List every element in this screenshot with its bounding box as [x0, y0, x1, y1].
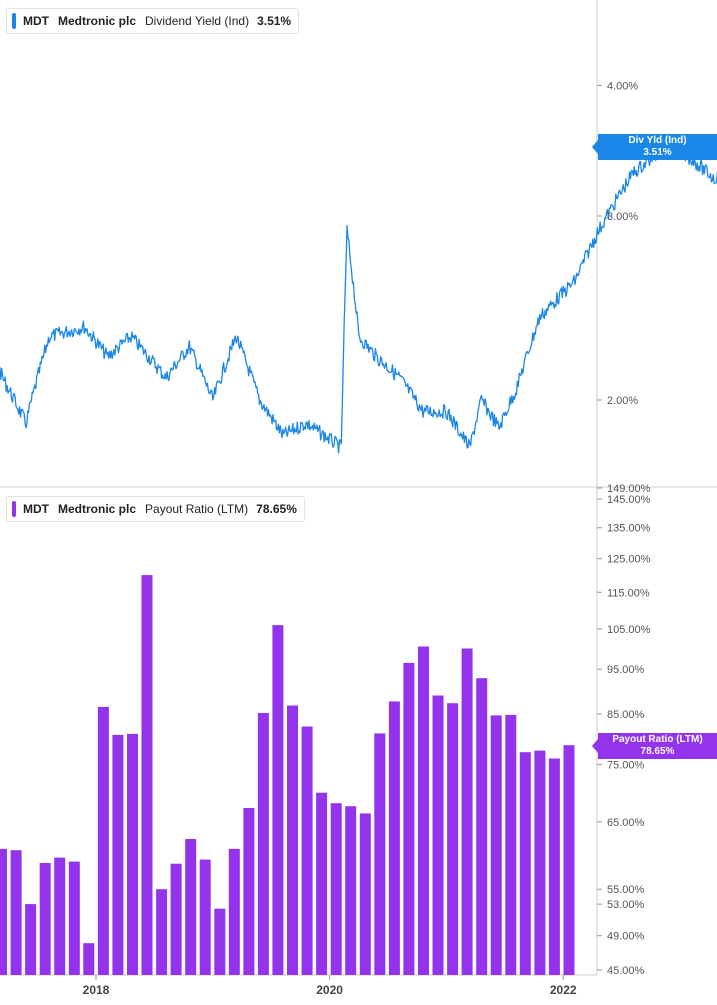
payout-bar [156, 889, 168, 975]
payout-value-tag: Payout Ratio (LTM) 78.65% [592, 733, 717, 759]
top-y-axis-ticks: 4.00% 3.00% 2.00% [597, 80, 638, 407]
payout-bar [257, 713, 269, 975]
yield-swatch [12, 13, 16, 29]
payout-bar [199, 859, 211, 975]
legend-value: 3.51% [257, 14, 292, 28]
y-tick-label: 45.00% [607, 965, 645, 977]
payout-bar [83, 943, 95, 975]
legend-company: Medtronic plc [58, 14, 137, 28]
y-tick-label: 55.00% [607, 884, 645, 896]
y-tick-label: 95.00% [607, 664, 645, 676]
payout-bar [0, 848, 7, 975]
legend-company: Medtronic plc [58, 502, 137, 516]
legend-ticker: MDT [23, 14, 49, 28]
payout-bar [10, 850, 22, 975]
payout-bar [301, 726, 313, 975]
y-tick-label: 145.00% [607, 494, 651, 506]
legend-ticker: MDT [23, 502, 49, 516]
payout-bar [228, 848, 240, 975]
payout-bar [519, 752, 531, 975]
y-tick-label: 135.00% [607, 523, 651, 535]
y-tick-label: 2.00% [607, 395, 638, 407]
payout-tag-value: 78.65% [640, 746, 675, 757]
payout-bar [330, 803, 342, 975]
legend-metric: Dividend Yield (Ind) [145, 14, 250, 28]
payout-bar [243, 808, 255, 975]
payout-bar [97, 706, 109, 975]
payout-bar [359, 813, 371, 975]
top-legend[interactable]: MDT Medtronic plc Dividend Yield (Ind) 3… [6, 8, 300, 34]
payout-bar [25, 904, 37, 975]
payout-bar [68, 861, 80, 975]
payout-bar [418, 646, 429, 975]
payout-bar [490, 715, 502, 975]
payout-bar [563, 745, 575, 975]
payout-tag-label: Payout Ratio (LTM) [612, 734, 703, 745]
x-tick-label: 2020 [316, 983, 343, 997]
payout-bar [432, 695, 444, 975]
payout-bar [170, 863, 182, 975]
payout-bar [272, 625, 284, 975]
y-tick-label: 49.00% [607, 931, 645, 943]
payout-bar [287, 705, 298, 975]
y-tick-label: 125.00% [607, 554, 651, 566]
payout-bar [505, 714, 517, 975]
payout-bar [548, 758, 560, 975]
payout-bar [534, 750, 546, 975]
yield-value-tag: Div Yld (Ind) 3.51% [592, 134, 717, 160]
payout-bar [345, 806, 357, 975]
y-tick-label: 85.00% [607, 709, 645, 721]
payout-bar [447, 703, 459, 975]
dividend-yield-line [0, 139, 717, 454]
payout-bar [388, 701, 400, 975]
y-tick-label: 53.00% [607, 899, 645, 911]
yield-tag-value: 3.51% [643, 147, 672, 158]
legend-metric: Payout Ratio (LTM) [145, 502, 249, 516]
y-tick-label: 75.00% [607, 759, 645, 771]
y-tick-label: 149.00% [607, 483, 651, 495]
payout-bar [112, 734, 124, 975]
payout-bar [54, 857, 66, 975]
payout-swatch [12, 501, 16, 517]
y-tick-label: 3.00% [607, 211, 638, 223]
payout-bar [39, 863, 51, 975]
y-tick-label: 4.00% [607, 80, 638, 92]
payout-bar [185, 839, 197, 975]
payout-ratio-bars [0, 575, 575, 975]
bottom-legend[interactable]: MDT Medtronic plc Payout Ratio (LTM) 78.… [6, 496, 305, 522]
y-tick-label: 65.00% [607, 817, 645, 829]
x-tick-label: 2022 [550, 983, 577, 997]
payout-bar [316, 792, 328, 975]
dividend-yield-series [0, 139, 717, 454]
bottom-y-axis-ticks: 149.00%145.00% 135.00% 125.00% 115.00% 105.0… [597, 483, 651, 977]
payout-bar [476, 678, 488, 975]
payout-bar [127, 733, 138, 975]
payout-bar [214, 908, 226, 975]
x-axis-ticks: 20182020202220242026 [83, 975, 577, 997]
y-tick-label: 115.00% [607, 587, 650, 599]
payout-bar [461, 648, 473, 975]
y-tick-label: 105.00% [607, 624, 651, 636]
payout-bar [403, 662, 415, 975]
legend-value: 78.65% [256, 502, 297, 516]
yield-tag-label: Div Yld (Ind) [628, 135, 687, 146]
payout-bar [141, 575, 153, 975]
payout-bar [374, 733, 386, 975]
x-tick-label: 2018 [83, 983, 110, 997]
